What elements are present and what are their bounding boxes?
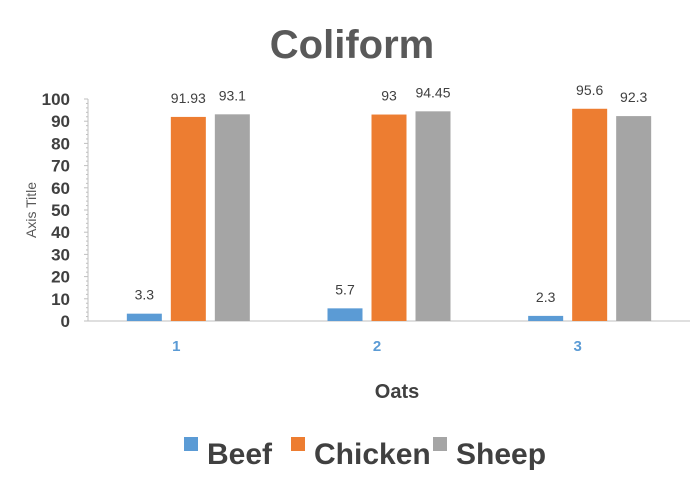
bar-beef-3 xyxy=(528,315,564,321)
data-label: 5.7 xyxy=(335,281,355,297)
x-tick-label: 2 xyxy=(373,338,381,355)
legend: Beef Chicken Sheep xyxy=(184,437,546,471)
legend-swatch-sheep xyxy=(433,437,447,451)
y-tick-label: 0 xyxy=(61,312,70,331)
data-label: 93.1 xyxy=(219,87,246,103)
legend-label-sheep: Sheep xyxy=(456,438,546,471)
x-tick-label: 3 xyxy=(573,338,581,355)
bar-chicken-3 xyxy=(572,108,608,321)
bar-beef-1 xyxy=(126,313,162,321)
data-label: 2.3 xyxy=(536,289,556,305)
bar-sheep-1 xyxy=(214,114,250,322)
data-label: 92.3 xyxy=(620,89,647,105)
bar-chicken-1 xyxy=(170,116,206,321)
y-tick-label: 20 xyxy=(51,268,70,287)
legend-swatch-chicken xyxy=(291,437,305,451)
y-tick-label: 30 xyxy=(51,245,70,264)
y-tick-label: 70 xyxy=(51,157,70,176)
y-tick-label: 100 xyxy=(42,90,70,109)
bar-chicken-2 xyxy=(371,114,407,321)
data-label: 93 xyxy=(381,88,397,104)
legend-swatch-beef xyxy=(184,437,198,451)
y-axis-title: Axis Title xyxy=(23,182,39,238)
legend-label-beef: Beef xyxy=(207,438,273,471)
y-tick-label: 40 xyxy=(51,223,70,242)
chart-title: Coliform xyxy=(270,23,434,67)
y-tick-label: 50 xyxy=(51,201,70,220)
y-tick-label: 10 xyxy=(51,290,70,309)
x-tick-label: 1 xyxy=(172,338,180,355)
y-tick-label: 90 xyxy=(51,112,70,131)
data-label: 94.45 xyxy=(415,84,450,100)
bar-sheep-3 xyxy=(616,116,652,322)
bar-sheep-2 xyxy=(415,111,451,321)
bar-beef-2 xyxy=(327,308,363,321)
x-axis-title: Oats xyxy=(375,381,419,403)
legend-label-chicken: Chicken xyxy=(314,438,431,471)
data-label: 91.93 xyxy=(171,90,206,106)
y-tick-label: 60 xyxy=(51,179,70,198)
data-label: 95.6 xyxy=(576,82,603,98)
data-label: 3.3 xyxy=(135,287,155,303)
plot-area: 0 10 20 30 40 50 60 70 80 90 100 3.3 91.93 93.1 1 5.7 93… xyxy=(42,82,690,355)
y-tick-label: 80 xyxy=(51,134,70,153)
